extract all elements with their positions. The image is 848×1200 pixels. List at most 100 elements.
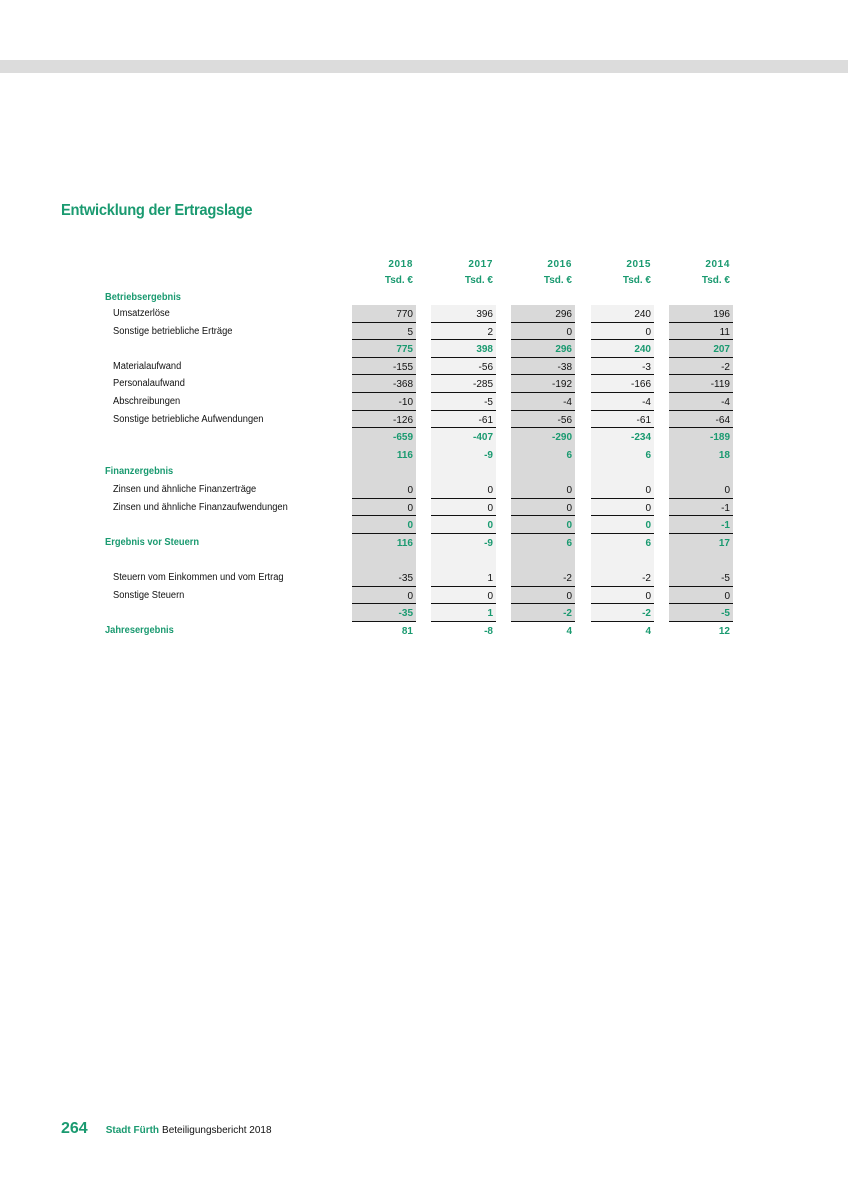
cell-value: 196 (669, 305, 733, 323)
footer-text: Beteiligungsbericht 2018 (162, 1125, 272, 1136)
column-background (511, 305, 575, 622)
cell-value: -1 (669, 516, 733, 534)
cell-value: -3 (591, 358, 654, 376)
unit-header: Tsd. € (622, 275, 651, 286)
table-row: Sonstige betriebliche Aufwendungen -126 -6… (0, 411, 848, 429)
cell-value: 0 (591, 587, 654, 605)
cell-value: 4 (645, 625, 651, 637)
column-background (352, 305, 416, 622)
cell-value: 116 (396, 449, 413, 461)
cell-value: 6 (645, 449, 651, 461)
cell-value: -8 (484, 625, 493, 637)
row-label: Finanzergebnis (105, 466, 174, 478)
row-label: Ergebnis vor Steuern (105, 536, 200, 548)
cell-value: 398 (431, 340, 496, 358)
top-bar (0, 60, 848, 73)
column-background (591, 305, 654, 622)
table-row: -659 -407 -290 -234 -189 (0, 428, 848, 446)
cell-value: -35 (352, 604, 416, 622)
cell-value: 11 (669, 323, 733, 341)
cell-value: 6 (645, 537, 651, 549)
footer: 264 Stadt Fürth Beteiligungsbericht 2018 (61, 1120, 272, 1138)
cell-value: 0 (591, 499, 654, 517)
table-row: -35 1 -2 -2 -5 (0, 604, 848, 622)
year-header: 2015 (626, 259, 651, 270)
table-row: Materialaufwand -155 -56 -38 -3 -2 (0, 358, 848, 376)
table-row: Sonstige betriebliche Erträge 5 2 0 0 11 (0, 323, 848, 341)
cell-value: 0 (669, 481, 733, 499)
table-row: Finanzergebnis (0, 463, 848, 481)
cell-value: 4 (566, 625, 572, 637)
row-label: Betriebsergebnis (105, 291, 181, 303)
cell-value: 296 (511, 340, 575, 358)
row-label: Steuern vom Einkommen und vom Ertrag (113, 572, 284, 583)
column-background (669, 305, 733, 622)
cell-value: 116 (396, 537, 413, 549)
cell-value: -407 (472, 432, 493, 444)
cell-value: 0 (511, 323, 575, 341)
cell-value: 770 (352, 305, 416, 323)
cell-value: 0 (352, 516, 416, 534)
cell-value: 0 (591, 516, 654, 534)
cell-value: -5 (669, 604, 733, 622)
cell-value: 2 (431, 323, 496, 341)
cell-value: -4 (511, 393, 575, 411)
cell-value: 240 (591, 305, 654, 323)
row-label: Sonstige Steuern (113, 589, 185, 601)
cell-value: 18 (718, 449, 730, 461)
table-row: Betriebsergebnis (0, 289, 848, 307)
cell-value: 296 (511, 305, 575, 323)
cell-value: -189 (709, 432, 730, 444)
cell-value: 0 (431, 481, 496, 499)
row-label: Zinsen und ähnliche Finanzaufwendungen (113, 501, 288, 513)
cell-value: -2 (591, 569, 654, 587)
cell-value: -56 (511, 411, 575, 429)
cell-value: 0 (669, 587, 733, 605)
cell-value: 396 (431, 305, 496, 323)
cell-value: -5 (669, 569, 733, 587)
cell-value: 5 (352, 323, 416, 341)
cell-value: -61 (431, 411, 496, 429)
unit-header: Tsd. € (701, 275, 730, 286)
cell-value: -126 (352, 411, 416, 429)
cell-value: 0 (431, 516, 496, 534)
cell-value: 0 (511, 587, 575, 605)
table-row: Umsatzerlöse 770 396 296 240 196 (0, 305, 848, 323)
cell-value: -166 (591, 375, 654, 393)
row-label: Personalaufwand (113, 378, 185, 390)
unit-header: Tsd. € (464, 275, 493, 286)
cell-value: 775 (352, 340, 416, 358)
cell-value: 81 (401, 625, 413, 637)
cell-value: -659 (392, 432, 413, 444)
row-label: Jahresergebnis (105, 624, 174, 636)
cell-value: 0 (431, 587, 496, 605)
row-label: Umsatzerlöse (113, 308, 170, 319)
cell-value: 17 (718, 537, 730, 549)
cell-value: 6 (566, 449, 572, 461)
year-header: 2016 (547, 259, 572, 270)
cell-value: 0 (431, 499, 496, 517)
table-row (0, 551, 848, 569)
row-label: Abschreibungen (113, 396, 181, 407)
table-row: Zinsen und ähnliche Finanzerträge 0 0 0 0 0 (0, 481, 848, 499)
table-row: Abschreibungen -10 -5 -4 -4 -4 (0, 393, 848, 411)
cell-value: 12 (718, 625, 730, 637)
table-row: 116 -9 6 6 18 (0, 446, 848, 464)
table-row: Zinsen und ähnliche Finanzaufwendungen 0 0… (0, 499, 848, 517)
cell-value: -56 (431, 358, 496, 376)
cell-value: -64 (669, 411, 733, 429)
cell-value: -2 (511, 604, 575, 622)
cell-value: -2 (591, 604, 654, 622)
cell-value: -2 (511, 569, 575, 587)
row-label: Materialaufwand (113, 360, 182, 372)
cell-value: -1 (669, 499, 733, 517)
cell-value: -285 (431, 375, 496, 393)
table-row: 0 0 0 0 -1 (0, 516, 848, 534)
cell-value: -9 (484, 449, 493, 461)
cell-value: -61 (591, 411, 654, 429)
cell-value: -119 (669, 375, 733, 393)
cell-value: 0 (591, 481, 654, 499)
unit-header: Tsd. € (384, 275, 413, 286)
cell-value: -9 (484, 537, 493, 549)
cell-value: 207 (669, 340, 733, 358)
